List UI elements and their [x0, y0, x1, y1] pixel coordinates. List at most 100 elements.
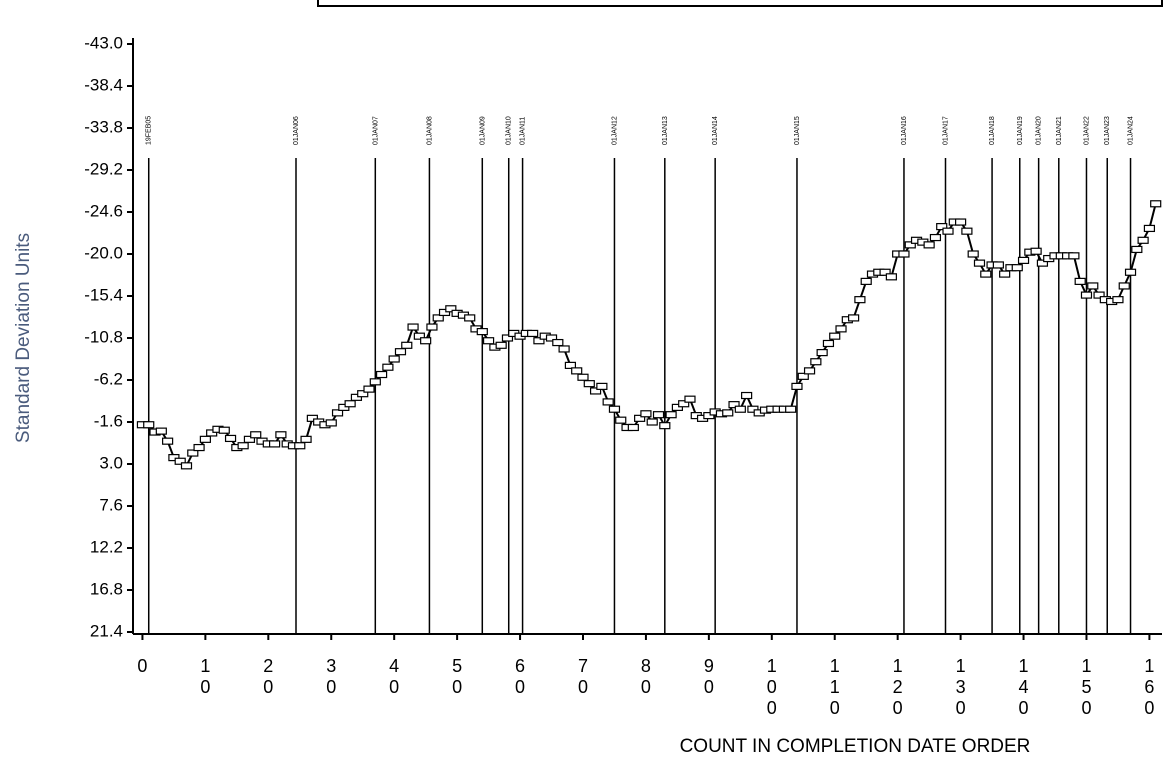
y-tick-label: -1.6	[94, 411, 123, 430]
point-marker	[162, 437, 174, 445]
point-marker	[1087, 282, 1099, 290]
point-marker	[929, 233, 942, 242]
point-marker	[363, 385, 375, 393]
point-marker	[602, 398, 614, 406]
event-label: 01JAN18	[989, 116, 996, 145]
point-marker	[420, 337, 432, 345]
point-marker	[1150, 200, 1162, 208]
point-marker	[325, 419, 337, 427]
point-marker	[678, 400, 690, 408]
series-line	[142, 203, 1157, 468]
point-marker	[501, 334, 514, 342]
event-label: 01JAN21	[1056, 116, 1063, 145]
event-label: 01JAN10	[506, 116, 513, 145]
event-label: 01JAN24	[1128, 116, 1135, 145]
event-label: 01JAN12	[611, 116, 618, 145]
point-marker	[1068, 252, 1080, 260]
point-marker	[552, 338, 564, 347]
point-marker	[533, 337, 545, 345]
y-tick-label: -10.8	[84, 327, 123, 346]
point-marker	[747, 405, 759, 413]
event-label: 01JAN20	[1036, 116, 1043, 145]
point-marker	[344, 400, 356, 408]
event-label: 01JAN08	[426, 116, 433, 145]
event-label: 01JAN22	[1083, 116, 1090, 145]
point-marker	[218, 426, 230, 434]
point-marker	[180, 462, 193, 470]
point-marker	[401, 341, 413, 349]
event-label: 01JAN11	[520, 117, 527, 145]
point-marker	[967, 250, 979, 258]
point-marker	[973, 259, 986, 267]
y-tick-label: -20.0	[84, 243, 123, 262]
point-marker	[564, 361, 577, 369]
point-marker	[1093, 291, 1105, 299]
point-marker	[879, 268, 891, 276]
y-axis-title: Standard Deviation Units	[13, 233, 34, 443]
point-marker	[1011, 264, 1023, 272]
point-marker	[426, 323, 438, 331]
point-marker	[558, 345, 570, 353]
point-marker	[1074, 277, 1086, 285]
point-marker	[810, 358, 822, 366]
point-marker	[369, 378, 381, 386]
point-marker	[1137, 236, 1149, 244]
point-marker	[1131, 245, 1143, 254]
point-marker	[224, 434, 237, 443]
point-marker	[596, 382, 608, 390]
point-marker	[961, 227, 973, 235]
point-marker	[545, 334, 558, 342]
point-marker	[1017, 256, 1030, 264]
point-marker	[684, 395, 696, 403]
point-marker	[1112, 296, 1124, 304]
point-marker	[898, 250, 910, 258]
point-marker	[438, 308, 451, 317]
point-marker	[577, 373, 589, 381]
point-marker	[829, 332, 841, 340]
point-marker	[822, 339, 835, 348]
point-marker	[445, 305, 457, 313]
point-marker	[980, 270, 992, 278]
point-marker	[527, 329, 539, 338]
point-marker	[854, 296, 866, 304]
y-tick-label: -15.4	[84, 285, 123, 304]
point-marker	[904, 241, 916, 249]
y-tick-label: -24.6	[84, 201, 123, 220]
point-marker	[860, 277, 872, 285]
event-label: 01JAN14	[712, 116, 719, 145]
point-marker	[722, 409, 734, 417]
event-label: 01JAN13	[662, 116, 669, 145]
point-marker	[187, 449, 199, 457]
point-marker	[482, 337, 495, 345]
point-marker	[300, 435, 312, 443]
point-marker	[583, 380, 595, 388]
x-tick-label: 0	[137, 656, 147, 676]
point-marker	[1118, 282, 1130, 290]
point-marker	[728, 401, 740, 409]
point-marker	[1030, 247, 1042, 255]
point-marker	[803, 367, 816, 375]
point-marker	[640, 410, 652, 418]
y-tick-label: -38.4	[84, 75, 123, 94]
event-label: 01JAN19	[1017, 116, 1024, 145]
point-marker	[942, 227, 954, 235]
point-marker	[741, 391, 753, 400]
point-marker	[615, 416, 627, 424]
y-tick-label: 7.6	[99, 495, 123, 514]
point-marker	[608, 405, 621, 413]
event-label: 01JAN15	[794, 116, 801, 145]
point-marker	[659, 422, 671, 430]
point-marker	[413, 332, 425, 340]
